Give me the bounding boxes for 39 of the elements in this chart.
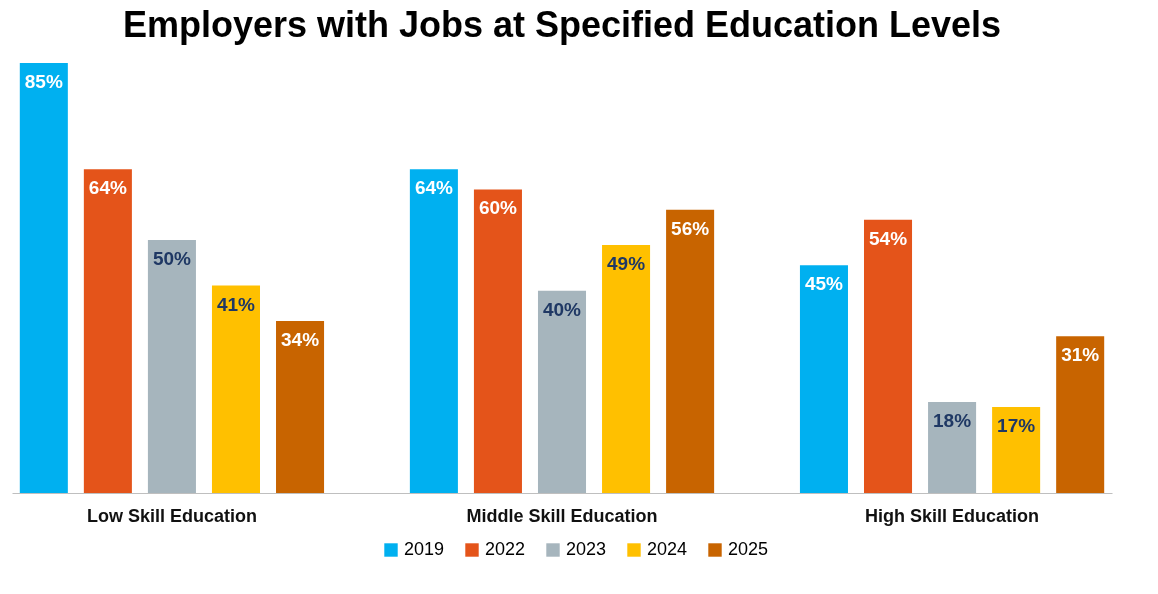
data-label: 64% bbox=[88, 177, 127, 199]
data-label: 85% bbox=[24, 71, 63, 92]
bar bbox=[799, 265, 848, 493]
bar bbox=[666, 209, 715, 493]
bar bbox=[928, 401, 977, 493]
data-label: 34% bbox=[281, 329, 320, 350]
bar bbox=[864, 219, 913, 493]
legend-label: 2023 bbox=[566, 539, 607, 559]
legend-label: 2019 bbox=[404, 539, 445, 559]
data-label: 64% bbox=[414, 177, 454, 199]
x-tick-label: High Skill Education bbox=[865, 505, 1040, 526]
data-label: 60% bbox=[478, 197, 518, 219]
data-label: 45% bbox=[804, 273, 844, 295]
data-label: 41% bbox=[216, 293, 256, 315]
legend-label: 2022 bbox=[485, 539, 526, 559]
chart-title: Employers with Jobs at Specified Education Levels bbox=[122, 4, 1002, 45]
bar bbox=[83, 169, 132, 493]
bar bbox=[147, 240, 196, 493]
bar bbox=[473, 189, 522, 493]
bar bbox=[211, 285, 260, 493]
data-label: 17% bbox=[997, 415, 1036, 436]
bar bbox=[19, 63, 68, 493]
bar bbox=[602, 245, 651, 493]
data-label: 18% bbox=[933, 409, 972, 431]
x-tick-label: Middle Skill Education bbox=[466, 505, 658, 526]
x-tick-label: Low Skill Education bbox=[86, 505, 257, 526]
data-label: 40% bbox=[542, 298, 582, 320]
bar bbox=[1056, 336, 1105, 493]
data-label: 49% bbox=[607, 253, 646, 275]
bar bbox=[276, 321, 325, 493]
data-label: 56% bbox=[671, 217, 710, 239]
data-label: 50% bbox=[152, 248, 192, 270]
data-label: 54% bbox=[869, 227, 908, 249]
data-label: 31% bbox=[1061, 344, 1100, 366]
legend-label: 2024 bbox=[647, 539, 688, 559]
bar bbox=[537, 290, 587, 493]
legend-label: 2025 bbox=[728, 539, 769, 559]
bar bbox=[409, 169, 458, 493]
bar bbox=[992, 407, 1041, 493]
